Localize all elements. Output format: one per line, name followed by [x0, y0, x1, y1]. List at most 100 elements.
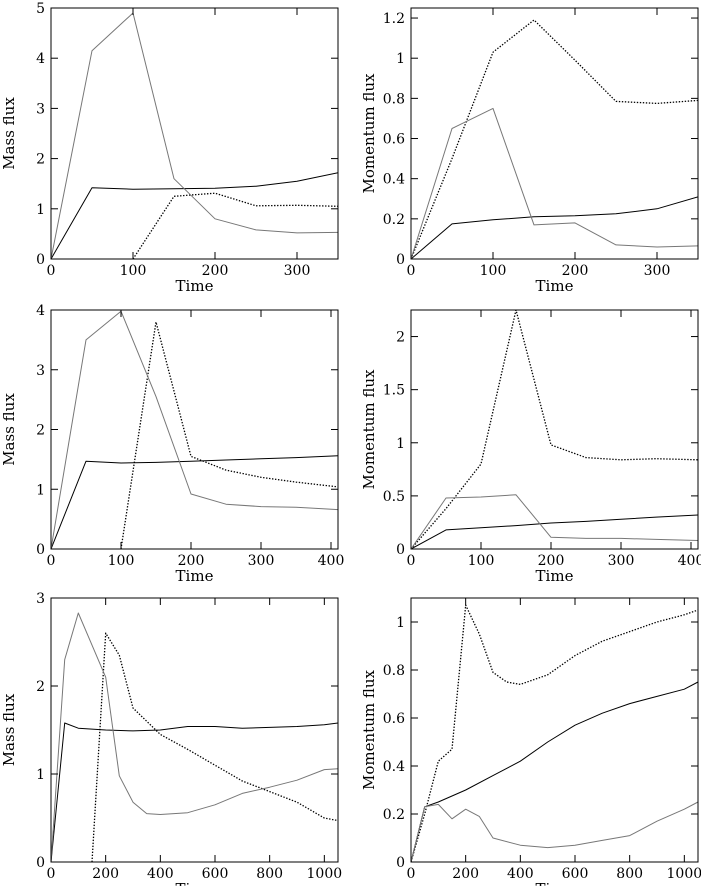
series-line-3 [411, 801, 698, 862]
x-axis-label: Time [176, 880, 214, 886]
y-axis-label: Momentum flux [360, 369, 378, 489]
x-tick-label: 0 [407, 866, 416, 882]
x-tick-label: 600 [562, 866, 589, 882]
y-tick-label: 1.5 [383, 383, 405, 399]
x-tick-label: 0 [47, 263, 56, 279]
y-axis-label: Momentum flux [360, 669, 378, 789]
series-group [411, 604, 698, 862]
x-axis-label: Time [176, 567, 214, 585]
x-tick-label: 0 [407, 263, 416, 279]
y-tick-label: 4 [36, 51, 45, 67]
series-line-1 [411, 681, 698, 862]
y-tick-label: 1 [36, 202, 45, 218]
x-tick-label: 0 [47, 553, 56, 569]
x-tick-label: 100 [468, 553, 495, 569]
x-tick-label: 100 [480, 263, 507, 279]
y-tick-label: 1 [396, 51, 405, 67]
series-line-1 [51, 722, 338, 862]
y-tick-label: 1 [396, 436, 405, 452]
y-axis-label: Mass flux [0, 97, 18, 170]
y-tick-label: 2 [36, 152, 45, 168]
x-axis-label: Time [536, 277, 574, 295]
series-line-3 [411, 494, 698, 549]
series-line-1 [411, 514, 698, 549]
series-line-3 [51, 310, 338, 549]
series-line-3 [411, 107, 698, 259]
series-group [51, 310, 338, 549]
y-tick-label: 0.6 [383, 711, 405, 727]
panel-1: 0 100 200 300 0 1 2 3 4 5 Time Mass flux [0, 1, 339, 295]
panel-6: 0 200 400 600 800 1000 0 0.2 0.4 0.6 0.8 1 Time Momen… [360, 597, 701, 886]
y-tick-label: 0 [36, 542, 45, 558]
x-tick-label: 300 [284, 263, 311, 279]
series-line-2 [411, 604, 698, 862]
x-tick-label: 400 [147, 866, 174, 882]
panel-5: 0 200 400 600 800 1000 0 1 2 3 Time Mass flux [0, 591, 342, 886]
y-axis-label: Mass flux [0, 693, 18, 766]
plot-frame [50, 597, 339, 863]
y-tick-label: 2 [36, 679, 45, 695]
x-tick-label: 600 [202, 866, 229, 882]
y-tick-label: 5 [36, 1, 45, 17]
y-tick-label: 3 [36, 591, 45, 607]
y-axis-label: Mass flux [0, 393, 18, 466]
y-tick-label: 0.4 [383, 172, 405, 188]
y-tick-label: 0 [396, 252, 405, 268]
y-tick-label: 0 [36, 855, 45, 871]
x-tick-label: 400 [507, 866, 534, 882]
series-line-2 [411, 310, 698, 549]
y-tick-label: 0 [36, 252, 45, 268]
x-tick-label: 200 [178, 553, 205, 569]
panel-2: 0 100 200 300 0 0.2 0.4 0.6 0.8 1 1.2 Time Momentum … [360, 7, 699, 295]
x-tick-label: 200 [452, 866, 479, 882]
y-tick-label: 0.6 [383, 132, 405, 148]
y-tick-label: 3 [36, 101, 45, 117]
y-tick-label: 1 [36, 482, 45, 498]
x-tick-label: 1000 [667, 866, 701, 882]
plot-frame [50, 7, 339, 260]
y-tick-label: 0 [396, 542, 405, 558]
series-line-1 [411, 196, 698, 259]
y-tick-label: 1 [36, 767, 45, 783]
y-tick-label: 0.8 [383, 91, 405, 107]
y-tick-label: 0 [396, 855, 405, 871]
y-tick-label: 0.5 [383, 489, 405, 505]
series-line-2 [411, 19, 698, 259]
y-tick-label: 1.2 [383, 11, 405, 27]
x-tick-label: 800 [256, 866, 283, 882]
series-group [51, 612, 338, 862]
series-line-1 [51, 172, 338, 259]
y-tick-label: 2 [396, 330, 405, 346]
y-tick-label: 0.2 [383, 212, 405, 228]
series-group [411, 19, 698, 259]
x-tick-label: 400 [318, 553, 345, 569]
x-tick-label: 200 [562, 263, 589, 279]
x-tick-label: 200 [202, 263, 229, 279]
plot-frame [410, 597, 699, 863]
y-tick-label: 0.2 [383, 807, 405, 823]
y-tick-label: 3 [36, 363, 45, 379]
y-tick-label: 1 [396, 615, 405, 631]
y-tick-label: 4 [36, 303, 45, 319]
series-line-2 [120, 321, 338, 549]
y-axis-label: Momentum flux [360, 73, 378, 193]
x-tick-label: 200 [538, 553, 565, 569]
x-axis-label: Time [536, 880, 574, 886]
series-group [51, 12, 338, 259]
series-line-3 [51, 612, 338, 862]
panel-4: 0 100 200 300 400 0 0.5 1 1.5 2 Time Momentum flux [360, 309, 701, 585]
series-line-1 [51, 455, 338, 549]
x-tick-label: 100 [120, 263, 147, 279]
x-tick-label: 300 [248, 553, 275, 569]
plot-frame [410, 7, 699, 260]
x-tick-label: 100 [108, 553, 135, 569]
y-tick-label: 0.8 [383, 663, 405, 679]
plot-frame [410, 309, 699, 550]
x-tick-label: 0 [407, 553, 416, 569]
x-tick-label: 200 [92, 866, 119, 882]
series-line-3 [51, 12, 338, 259]
series-group [411, 310, 698, 549]
y-tick-label: 2 [36, 423, 45, 439]
